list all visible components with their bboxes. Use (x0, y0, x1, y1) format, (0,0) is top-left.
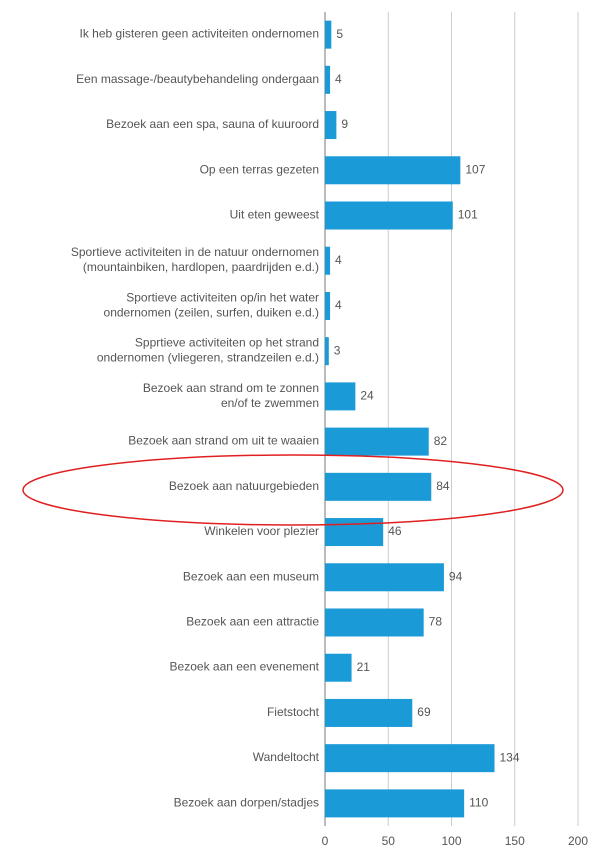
value-label: 107 (465, 162, 485, 176)
label-line: Spprtieve activiteiten op het strand (135, 336, 319, 350)
value-label: 24 (360, 389, 374, 403)
value-label: 4 (335, 253, 342, 267)
x-tick-label: 100 (441, 834, 461, 848)
y-tick-label: Bezoek aan een attractie (186, 615, 319, 629)
label-line: Op een terras gezeten (200, 162, 319, 176)
label-line: Bezoek aan een spa, sauna of kuuroord (106, 117, 319, 131)
bar (325, 472, 432, 501)
value-label: 82 (434, 434, 448, 448)
y-tick-label: Wandeltocht (253, 750, 320, 764)
value-label: 46 (388, 524, 402, 538)
bar (325, 698, 413, 727)
bar (325, 382, 356, 411)
label-line: Bezoek aan strand om te zonnen (143, 381, 319, 395)
y-tick-label: Bezoek aan een spa, sauna of kuuroord (106, 117, 319, 131)
y-tick-label: Bezoek aan strand om uit te waaien (128, 434, 319, 448)
label-line: Bezoek aan een attractie (186, 615, 319, 629)
x-tick-label: 150 (505, 834, 525, 848)
y-tick-label: Spprtieve activiteiten op het strand onde… (97, 336, 319, 365)
value-label: 94 (449, 569, 463, 583)
y-tick-label: Ik heb gisteren geen activiteiten ondern… (80, 27, 320, 41)
label-line: en/of te zwemmen (221, 396, 319, 410)
value-label: 9 (341, 117, 348, 131)
value-label: 134 (500, 750, 520, 764)
x-tick-label: 200 (568, 834, 588, 848)
label-line: Bezoek aan een evenement (170, 660, 320, 674)
y-tick-label: Uit eten geweest (230, 208, 320, 222)
bar (325, 65, 331, 94)
bar (325, 201, 453, 230)
label-line: Bezoek aan dorpen/stadjes (174, 796, 319, 810)
bar (325, 111, 337, 140)
label-line: ondernomen (zeilen, surfen, duiken e.d.) (104, 306, 319, 320)
label-line: Bezoek aan een museum (183, 569, 319, 583)
label-line: Sportieve activiteiten op/in het water (126, 291, 319, 305)
y-tick-label: Sportieve activiteiten in de natuur onde… (71, 245, 319, 274)
value-label: 5 (336, 27, 343, 41)
value-label: 3 (334, 343, 341, 357)
y-tick-label: Bezoek aan natuurgebieden (169, 479, 319, 493)
value-label: 69 (417, 705, 431, 719)
value-label: 101 (458, 208, 478, 222)
bar (325, 653, 352, 682)
bar (325, 608, 424, 637)
bar (325, 20, 332, 49)
y-tick-label: Sportieve activiteiten op/in het water on… (104, 291, 319, 320)
label-line: ondernomen (vliegeren, strandzeilen e.d.… (97, 351, 319, 365)
y-tick-label: Bezoek aan dorpen/stadjes (174, 796, 319, 810)
label-line: (mountainbiken, hardlopen, paardrijden e… (83, 260, 319, 274)
bar (325, 156, 461, 185)
y-tick-label: Een massage-/beautybehandeling ondergaan (76, 72, 319, 86)
value-label: 78 (429, 615, 443, 629)
label-line: Bezoek aan natuurgebieden (169, 479, 319, 493)
label-line: Uit eten geweest (230, 208, 320, 222)
label-line: Een massage-/beautybehandeling ondergaan (76, 72, 319, 86)
value-label: 84 (436, 479, 450, 493)
bar (325, 427, 429, 456)
label-line: Bezoek aan strand om uit te waaien (128, 434, 319, 448)
value-label: 4 (335, 298, 342, 312)
label-line: Wandeltocht (253, 750, 320, 764)
label-line: Ik heb gisteren geen activiteiten ondern… (80, 27, 320, 41)
label-line: Sportieve activiteiten in de natuur onde… (71, 245, 319, 259)
bar (325, 246, 331, 275)
bar (325, 291, 331, 320)
value-label: 4 (335, 72, 342, 86)
highlight-ellipse (22, 454, 564, 526)
bar (325, 518, 384, 547)
y-tick-label: Bezoek aan een museum (183, 569, 319, 583)
y-tick-label: Winkelen voor plezier (204, 524, 319, 538)
label-line: Winkelen voor plezier (204, 524, 319, 538)
y-tick-label: Op een terras gezeten (200, 162, 319, 176)
y-tick-label: Fietstocht (267, 705, 320, 719)
label-line: Fietstocht (267, 705, 320, 719)
value-label: 110 (469, 796, 488, 810)
value-label: 21 (357, 660, 371, 674)
x-tick-label: 50 (382, 834, 396, 848)
bar (325, 337, 329, 366)
bar (325, 744, 495, 773)
x-tick-label: 0 (322, 834, 329, 848)
y-tick-label: Bezoek aan een evenement (170, 660, 320, 674)
bar (325, 563, 444, 592)
y-tick-label: Bezoek aan strand om te zonnen en/of te z… (143, 381, 319, 410)
bar (325, 789, 465, 818)
